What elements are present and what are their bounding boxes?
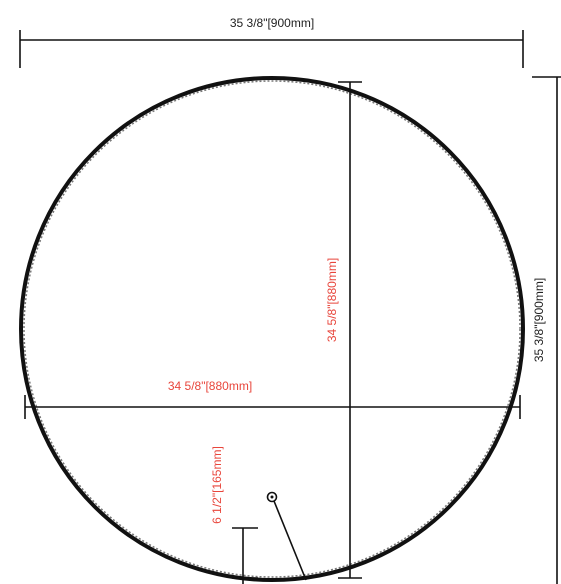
hanger-dimension xyxy=(232,527,258,584)
mirror-width-label: 34 5/8"[880mm] xyxy=(168,379,252,393)
mirror-height-label: 34 5/8"[880mm] xyxy=(325,258,339,342)
hanger xyxy=(266,491,307,581)
hanger-offset-label: 6 1/2"[165mm] xyxy=(210,446,224,524)
top-dimension xyxy=(19,30,524,68)
overall-height-label: 35 3/8"[900mm] xyxy=(532,278,546,362)
inner-horizontal-dimension xyxy=(24,395,521,419)
mirror-outline xyxy=(19,76,525,582)
overall-width-label: 35 3/8"[900mm] xyxy=(230,16,314,30)
right-dimension xyxy=(532,76,561,584)
inner-vertical-dimension xyxy=(338,81,362,579)
